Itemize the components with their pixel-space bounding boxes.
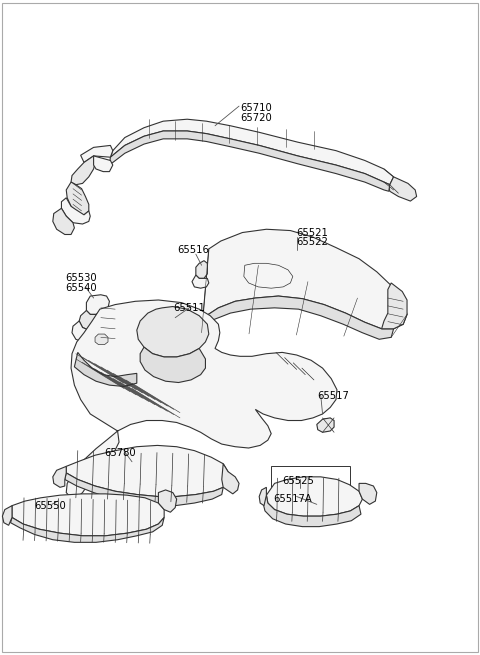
- Polygon shape: [192, 275, 209, 288]
- Polygon shape: [74, 352, 137, 386]
- Polygon shape: [137, 307, 209, 357]
- Polygon shape: [382, 283, 407, 329]
- Text: 65780: 65780: [105, 448, 136, 458]
- Text: 65530: 65530: [65, 273, 96, 284]
- Polygon shape: [95, 334, 108, 345]
- Polygon shape: [72, 321, 91, 342]
- Polygon shape: [53, 208, 74, 234]
- Polygon shape: [317, 418, 334, 432]
- Polygon shape: [196, 261, 207, 278]
- Text: 65517A: 65517A: [274, 494, 312, 504]
- Polygon shape: [61, 198, 90, 224]
- Polygon shape: [53, 466, 66, 487]
- Polygon shape: [109, 131, 390, 191]
- Polygon shape: [389, 177, 417, 201]
- Polygon shape: [140, 347, 205, 383]
- Polygon shape: [199, 296, 394, 339]
- Text: 65511: 65511: [173, 303, 204, 313]
- Text: 65522: 65522: [297, 237, 328, 248]
- Text: 65521: 65521: [297, 227, 328, 238]
- Polygon shape: [222, 464, 239, 494]
- Polygon shape: [259, 487, 266, 506]
- Polygon shape: [86, 295, 109, 314]
- Polygon shape: [71, 156, 96, 185]
- Polygon shape: [11, 517, 164, 542]
- Polygon shape: [12, 494, 164, 536]
- Polygon shape: [66, 445, 228, 496]
- Polygon shape: [79, 310, 105, 330]
- Text: 65540: 65540: [65, 283, 96, 293]
- Polygon shape: [66, 300, 337, 498]
- Text: 65720: 65720: [240, 113, 272, 123]
- Text: 65525: 65525: [282, 476, 313, 487]
- Polygon shape: [94, 156, 113, 172]
- Polygon shape: [2, 506, 12, 525]
- Polygon shape: [201, 229, 407, 333]
- Polygon shape: [65, 473, 223, 506]
- Polygon shape: [158, 490, 177, 512]
- Polygon shape: [266, 477, 362, 516]
- Text: 65550: 65550: [35, 500, 66, 511]
- Polygon shape: [263, 495, 361, 527]
- Polygon shape: [110, 119, 394, 185]
- Text: 65710: 65710: [240, 103, 272, 113]
- Polygon shape: [359, 483, 377, 504]
- Polygon shape: [81, 145, 113, 162]
- Polygon shape: [66, 182, 89, 215]
- Text: 65517: 65517: [317, 391, 348, 402]
- Text: 65516: 65516: [178, 245, 209, 255]
